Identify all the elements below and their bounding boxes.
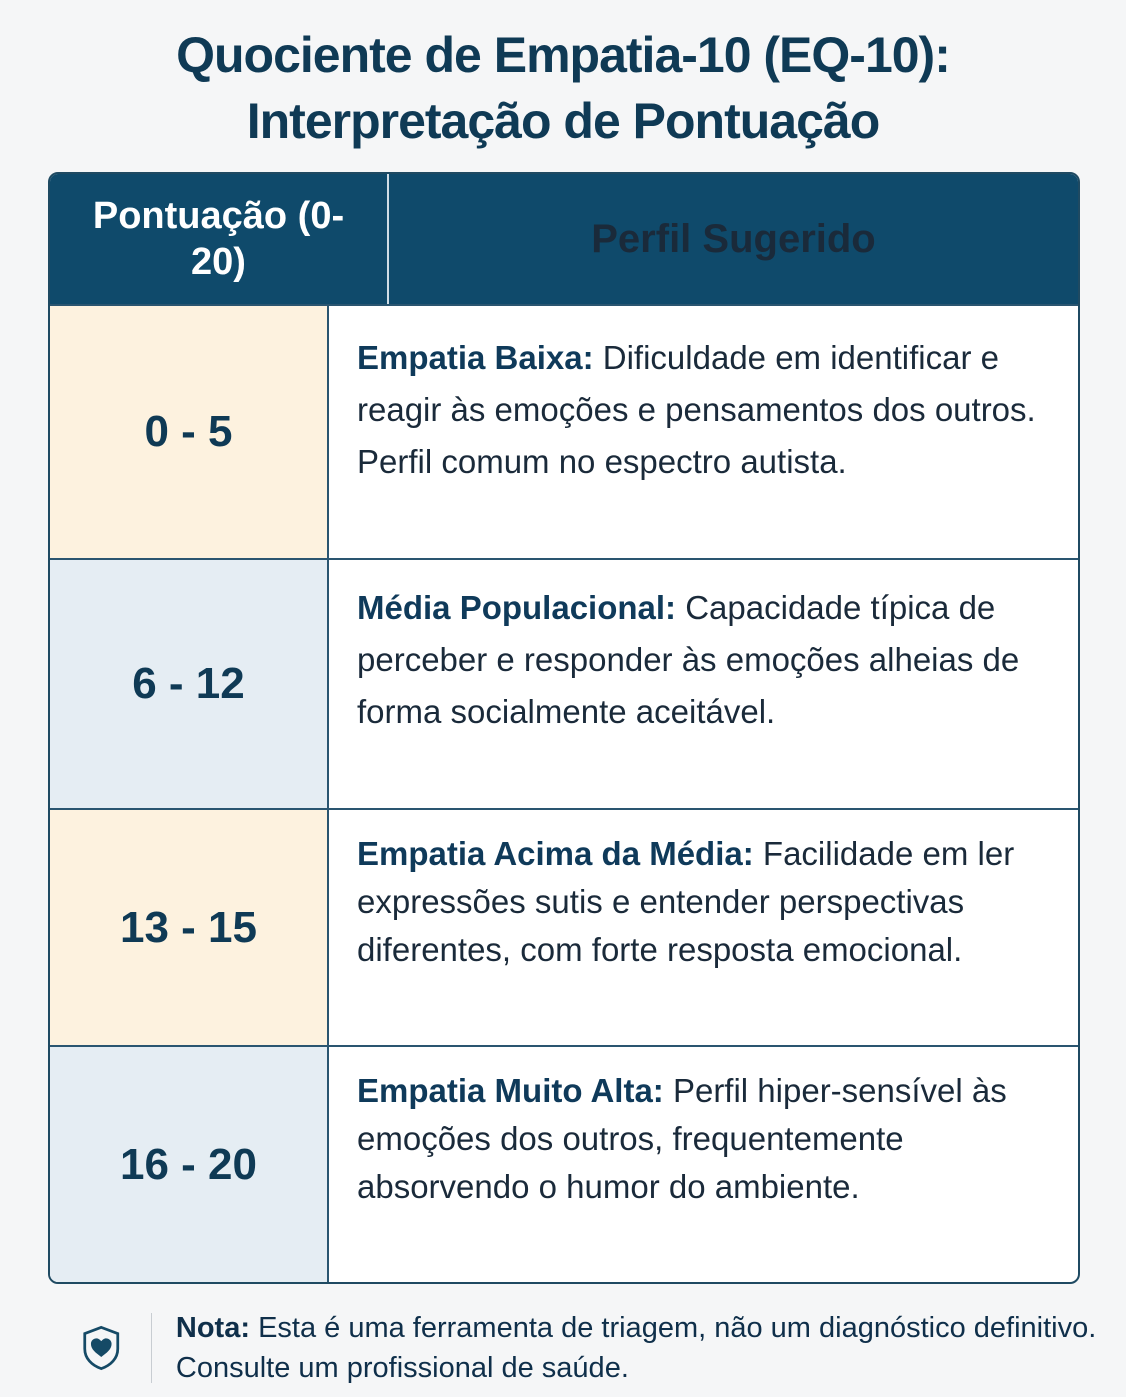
note-text: Esta é uma ferramenta de triagem, não um… — [175, 1312, 1097, 1384]
score-table: Pontuação (0-20) Perfil Sugerido 0 - 5 E… — [48, 172, 1080, 1284]
profile-text: Facilidade em ler expressões sutis e ent… — [357, 835, 1015, 968]
note-label: Nota: — [175, 1312, 250, 1344]
divider — [150, 1313, 152, 1383]
profile-label: Média Populacional: — [357, 589, 677, 626]
profile-label: Empatia Baixa: — [357, 339, 594, 376]
profile-label: Empatia Acima da Média: — [357, 835, 754, 872]
table-row: 0 - 5 Empatia Baixa: Dificuldade em iden… — [50, 304, 1078, 558]
score-range: 13 - 15 — [120, 902, 257, 952]
score-range: 16 - 20 — [120, 1139, 257, 1189]
profile-text: Dificuldade em identificar e reagir às e… — [357, 339, 1036, 480]
page-title: Quociente de Empatia-10 (EQ-10): Interpr… — [0, 22, 1126, 154]
header-profile: Perfil Sugerido — [591, 217, 876, 261]
table-header: Pontuação (0-20) Perfil Sugerido — [50, 174, 1078, 304]
score-range: 0 - 5 — [144, 407, 233, 456]
title-line-1: Quociente de Empatia-10 (EQ-10): — [176, 27, 951, 83]
table-row: 16 - 20 Empatia Muito Alta: Perfil hiper… — [50, 1045, 1078, 1282]
profile-text: Capacidade típica de perceber e responde… — [357, 589, 1020, 730]
score-range: 6 - 12 — [132, 659, 245, 708]
title-line-2: Interpretação de Pontuação — [246, 93, 881, 149]
profile-label: Empatia Muito Alta: — [357, 1072, 664, 1109]
footnote: Nota: Esta é uma ferramenta de triagem, … — [82, 1308, 1126, 1388]
shield-heart-icon — [83, 1325, 120, 1371]
profile-text: Perfil hiper-sensível às emoções dos out… — [357, 1072, 1007, 1205]
header-score: Pontuação (0-20) — [50, 174, 389, 304]
table-row: 13 - 15 Empatia Acima da Média: Facilida… — [50, 808, 1078, 1045]
table-row: 6 - 12 Média Populacional: Capacidade tí… — [50, 558, 1078, 808]
